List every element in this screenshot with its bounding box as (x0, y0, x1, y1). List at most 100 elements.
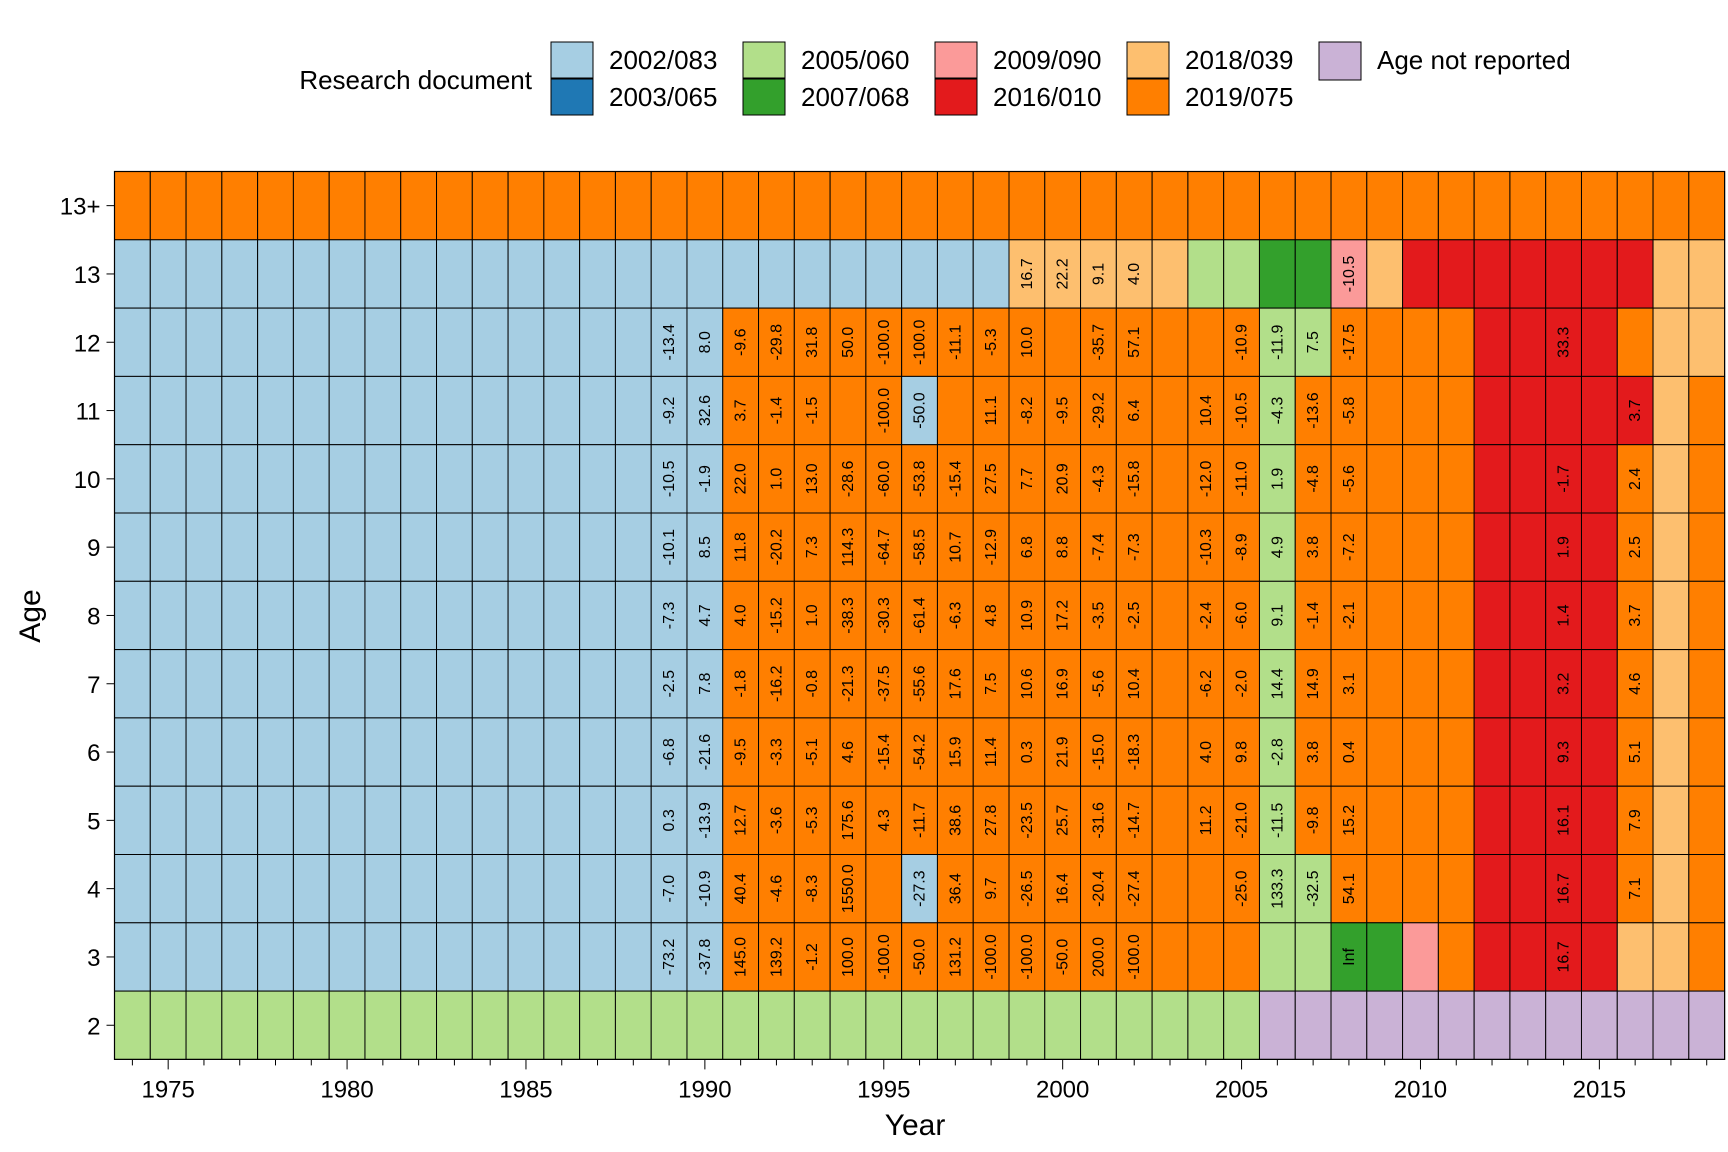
heatmap-cell (257, 239, 294, 309)
heatmap-cell (364, 717, 402, 787)
heatmap-cell (686, 922, 724, 992)
heatmap-cell (328, 580, 366, 651)
heatmap-cell (614, 649, 652, 719)
heatmap-cell (1545, 375, 1582, 446)
heatmap-cell (1258, 649, 1296, 719)
heatmap-cell (1044, 990, 1082, 1060)
heatmap-cell (328, 307, 366, 377)
heatmap-cell (1008, 307, 1046, 377)
cell-value-label: -37.8 (697, 939, 714, 976)
heatmap-cell (758, 717, 795, 787)
heatmap-cell (936, 171, 974, 241)
cell-value-label: 11.2 (1198, 805, 1215, 835)
cell-value-label: 17.2 (1055, 600, 1072, 631)
cell-value-label: -10.9 (697, 870, 714, 907)
heatmap-cell (1580, 649, 1618, 719)
cell-value-label: -50.0 (912, 392, 929, 429)
cell-value-label: 9.8 (1234, 741, 1251, 763)
heatmap-cell (507, 512, 545, 582)
heatmap-cell (1366, 649, 1404, 719)
heatmap-cell (793, 444, 831, 514)
cell-value-label: 1.9 (1269, 468, 1286, 490)
cell-value-label: -100.0 (1019, 934, 1036, 979)
cell-value-label: -10.5 (1234, 392, 1251, 429)
cell-value-label: -21.0 (1234, 802, 1251, 839)
cell-value-label: 4.0 (1126, 263, 1143, 285)
heatmap-cell (1294, 990, 1332, 1060)
legend-swatch (550, 41, 594, 79)
heatmap-cell (185, 239, 223, 309)
heatmap-cell (1366, 444, 1404, 514)
heatmap-cell (400, 512, 438, 582)
heatmap-cell (1437, 512, 1475, 582)
cell-value-label: -53.8 (912, 461, 929, 498)
legend-swatch (934, 41, 978, 79)
cell-value-label: 4.9 (1269, 536, 1286, 558)
heatmap-cell (1509, 990, 1547, 1060)
heatmap-cell (1294, 922, 1332, 992)
heatmap-cell (1652, 512, 1690, 582)
heatmap-cell (650, 717, 688, 787)
heatmap-cell (1187, 649, 1225, 719)
heatmap-cell (507, 854, 545, 924)
legend-label: 2007/068 (801, 82, 909, 112)
heatmap-cell (1151, 854, 1189, 924)
heatmap-cell (1258, 922, 1296, 992)
heatmap-cell (1616, 307, 1654, 377)
heatmap-cell (1688, 990, 1726, 1060)
cell-value-label: 10.4 (1198, 395, 1215, 426)
cell-value-label: 3.7 (1627, 399, 1644, 421)
cell-value-label: -3.6 (768, 806, 785, 834)
heatmap-cell (1115, 990, 1153, 1060)
heatmap-cell (1473, 171, 1511, 241)
cell-value-label: 4.0 (1198, 741, 1215, 763)
heatmap-cell (364, 239, 402, 309)
heatmap-cell (1509, 375, 1547, 446)
heatmap-cell (829, 649, 867, 719)
heatmap-cell (1223, 649, 1260, 719)
x-tick-label: 2000 (1036, 1076, 1089, 1103)
heatmap-cell (1545, 307, 1582, 377)
cell-value-label: 14.4 (1269, 668, 1286, 699)
heatmap-cell (257, 717, 294, 787)
cell-value-label: -1.5 (804, 397, 821, 425)
heatmap-cell (221, 785, 259, 856)
heatmap-cell (1545, 922, 1582, 992)
heatmap-cell (1437, 171, 1475, 241)
heatmap-cell (1437, 444, 1475, 514)
heatmap-cell (1258, 307, 1296, 377)
heatmap-cell (292, 239, 330, 309)
heatmap-cell (221, 375, 259, 446)
heatmap-cell (1473, 785, 1511, 856)
heatmap-cell (436, 922, 473, 992)
heatmap-cell (292, 512, 330, 582)
cell-value-label: 57.1 (1126, 327, 1143, 358)
cell-value-label: 100.0 (840, 937, 857, 977)
legend-label: 2019/075 (1185, 82, 1293, 112)
heatmap-cell (1258, 717, 1296, 787)
heatmap-cell (1509, 649, 1547, 719)
heatmap-cell (1402, 512, 1439, 582)
cell-value-label: -25.0 (1234, 870, 1251, 907)
cell-value-label: -9.6 (733, 328, 750, 356)
cell-value-label: -15.4 (947, 461, 964, 498)
legend-label: 2009/090 (993, 45, 1101, 75)
heatmap-cell (1545, 649, 1582, 719)
heatmap-cell (507, 444, 545, 514)
heatmap-cell (1151, 580, 1189, 651)
cell-value-label: -15.0 (1090, 734, 1107, 771)
heatmap-cell (614, 444, 652, 514)
heatmap-cell (543, 239, 581, 309)
heatmap-cell (292, 580, 330, 651)
heatmap-cell (901, 171, 938, 241)
heatmap-cell (400, 444, 438, 514)
heatmap-cell (185, 922, 223, 992)
heatmap-cell (758, 580, 795, 651)
heatmap-cell (1437, 922, 1475, 992)
heatmap-cell (614, 854, 652, 924)
heatmap-cell (1688, 239, 1726, 309)
cell-value-label: -5.1 (804, 738, 821, 766)
heatmap-cell (865, 717, 903, 787)
heatmap-cell (1437, 649, 1475, 719)
cell-value-label: 22.2 (1055, 258, 1072, 289)
